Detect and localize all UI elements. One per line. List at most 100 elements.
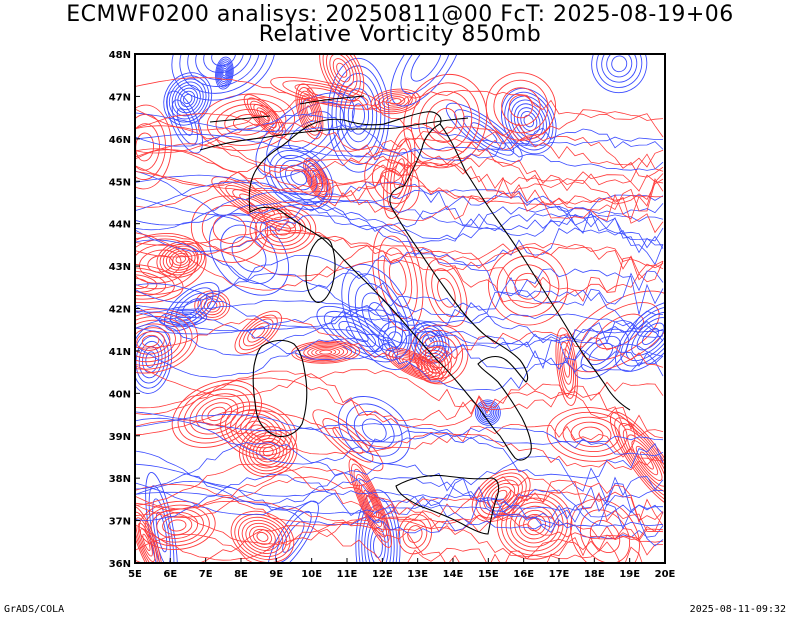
negative-vorticity-band: [135, 442, 664, 514]
positive-vorticity-contour: [410, 82, 480, 160]
negative-vorticity-contour: [523, 114, 535, 128]
negative-vorticity-contour: [277, 111, 333, 160]
lon-tick-label: 6E: [163, 569, 177, 580]
lat-tick-label: 43N: [109, 262, 131, 273]
positive-vorticity-contour: [306, 87, 345, 100]
positive-vorticity-contour: [363, 489, 378, 517]
negative-vorticity-band: [135, 196, 664, 231]
lat-tick-label: 44N: [109, 220, 131, 231]
positive-vorticity-contour: [407, 525, 423, 543]
positive-vorticity-contour: [135, 312, 193, 370]
positive-vorticity-contour: [381, 94, 409, 109]
positive-vorticity-contour: [433, 107, 458, 135]
lon-tick-label: 5E: [128, 569, 142, 580]
positive-vorticity-contour: [322, 418, 374, 463]
positive-vorticity-contour: [420, 349, 449, 381]
positive-vorticity-band: [135, 419, 664, 471]
positive-vorticity-contour: [377, 235, 418, 320]
positive-vorticity-contour: [319, 54, 365, 102]
positive-vorticity-band: [135, 77, 664, 121]
positive-vorticity-contour: [135, 104, 172, 190]
negative-vorticity-band: [135, 214, 664, 266]
positive-vorticity-contour: [485, 72, 556, 141]
positive-vorticity-contour: [631, 440, 663, 481]
positive-vorticity-contour: [295, 83, 324, 140]
map-title-field: Relative Vorticity 850mb: [258, 22, 542, 47]
corsica-coastline: [305, 237, 336, 303]
positive-vorticity-contour: [259, 110, 271, 122]
positive-vorticity-contour: [245, 522, 280, 551]
negative-vorticity-contour: [279, 159, 318, 196]
vorticity-contours: [135, 54, 665, 563]
negative-vorticity-band: [135, 473, 664, 547]
lat-tick-label: 41N: [109, 347, 131, 358]
positive-vorticity-contour: [311, 347, 341, 358]
positive-vorticity-contour: [488, 247, 569, 326]
positive-vorticity-contour: [297, 87, 322, 136]
lat-tick-label: 36N: [109, 559, 131, 570]
positive-vorticity-band: [135, 365, 664, 411]
positive-vorticity-contour: [622, 428, 665, 493]
negative-vorticity-contour: [187, 54, 260, 87]
positive-vorticity-contour: [561, 348, 573, 385]
positive-vorticity-contour: [527, 518, 542, 532]
positive-vorticity-contour: [509, 501, 560, 548]
positive-vorticity-band: [135, 171, 664, 206]
positive-vorticity-contour: [246, 197, 268, 212]
longitude-axis: 5E 6E 7E 8E 9E 10E 11E 12E 13E 14E 15E 16E 17E 18E 19E…: [128, 558, 676, 580]
negative-vorticity-band: [135, 200, 664, 249]
negative-vorticity-contour: [620, 306, 665, 367]
negative-vorticity-contour: [166, 90, 203, 154]
positive-vorticity-contour: [319, 349, 333, 355]
positive-vorticity-contour: [197, 293, 227, 318]
positive-vorticity-contour: [234, 310, 282, 355]
lat-tick-label: 39N: [109, 432, 131, 443]
positive-vorticity-contour: [259, 443, 278, 460]
positive-vorticity-contour: [356, 474, 385, 533]
map-title-run: ECMWF0200 analisys: 20250811@00 FcT: 202…: [66, 2, 734, 27]
negative-vorticity-band: [135, 417, 664, 479]
lon-tick-label: 18E: [584, 569, 605, 580]
negative-vorticity-band: [135, 239, 664, 306]
positive-vorticity-contour: [493, 79, 549, 134]
positive-vorticity-contour: [254, 209, 312, 251]
negative-vorticity-contour: [163, 72, 213, 126]
positive-vorticity-contour: [259, 212, 307, 247]
negative-vorticity-band: [135, 299, 664, 332]
positive-vorticity-contour: [262, 446, 274, 457]
positive-vorticity-contour: [370, 88, 421, 115]
positive-vorticity-band: [135, 525, 643, 563]
negative-vorticity-contour: [410, 54, 442, 82]
negative-vorticity-contour: [400, 54, 452, 95]
lat-tick-label: 48N: [109, 50, 131, 61]
positive-vorticity-contour: [358, 479, 383, 528]
positive-vorticity-contour: [224, 108, 269, 136]
positive-vorticity-contour: [156, 512, 199, 539]
negative-vorticity-contour: [631, 317, 665, 356]
alpine-borders: [199, 95, 469, 151]
positive-vorticity-band: [135, 316, 664, 368]
positive-vorticity-contour: [135, 233, 207, 295]
positive-vorticity-contour: [243, 94, 287, 139]
lon-tick-label: 19E: [619, 569, 640, 580]
negative-vorticity-band: [135, 114, 664, 162]
negative-vorticity-contour: [274, 154, 323, 201]
lat-tick-label: 47N: [109, 92, 131, 103]
positive-vorticity-band: [135, 229, 664, 270]
positive-vorticity-contour: [140, 528, 153, 557]
positive-vorticity-contour: [135, 315, 187, 366]
positive-vorticity-band: [135, 502, 664, 560]
positive-vorticity-contour: [589, 520, 621, 553]
positive-vorticity-contour: [230, 510, 295, 563]
positive-vorticity-contour: [135, 123, 160, 171]
positive-vorticity-contour: [245, 420, 272, 441]
negative-vorticity-contour: [269, 150, 329, 206]
positive-vorticity-contour: [225, 405, 292, 456]
negative-vorticity-contour: [231, 236, 267, 273]
negative-vorticity-contour: [484, 409, 491, 416]
positive-vorticity-contour: [546, 406, 636, 462]
positive-vorticity-contour: [437, 277, 456, 308]
lon-tick-label: 13E: [407, 569, 428, 580]
positive-vorticity-contour: [264, 216, 302, 243]
positive-vorticity-band: [135, 113, 664, 168]
